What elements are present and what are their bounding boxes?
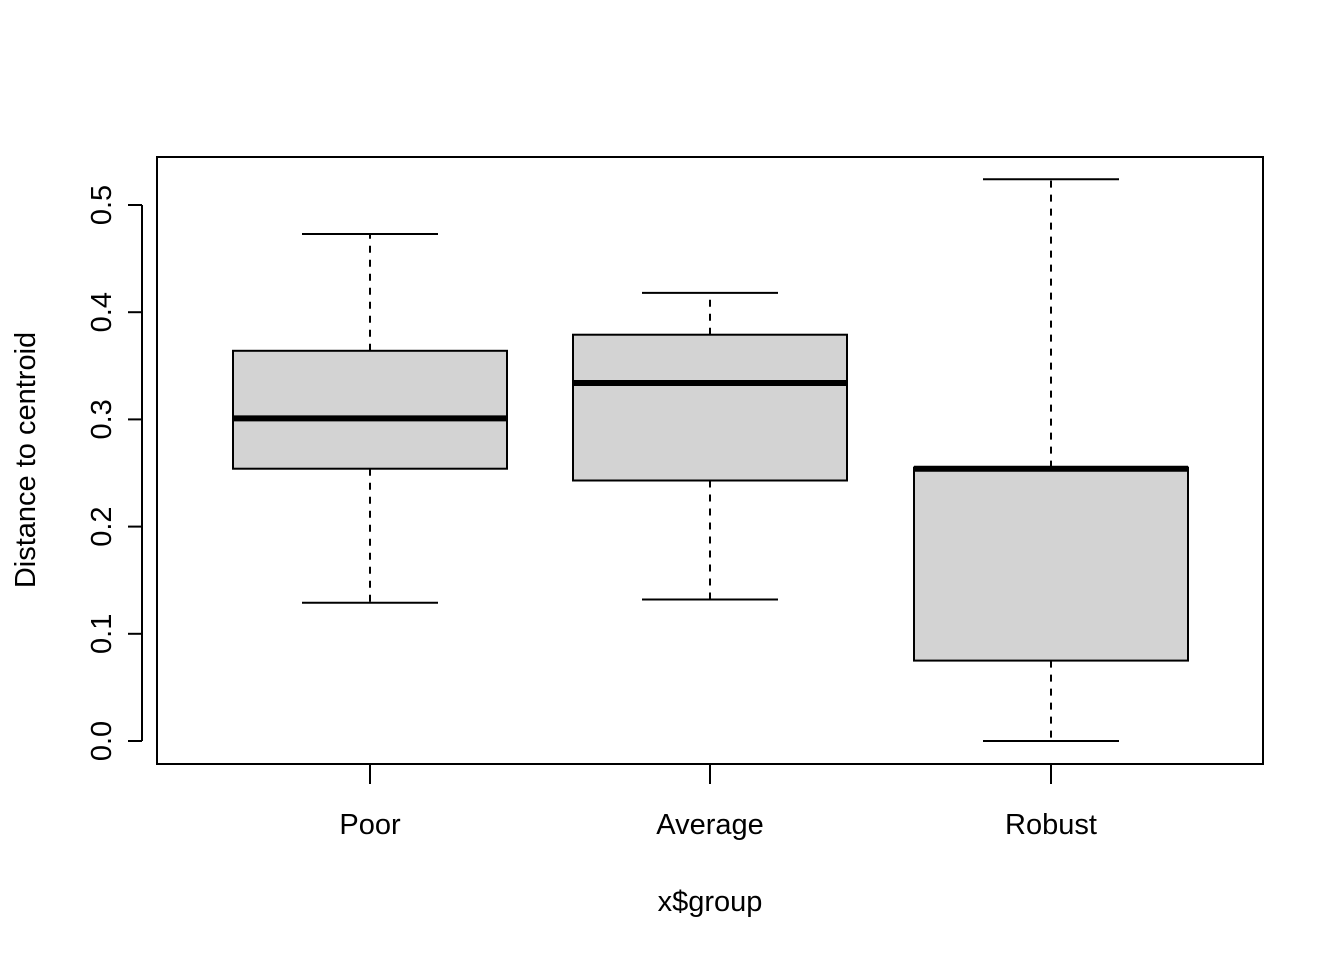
y-axis: 0.0 0.1 0.2 0.3 0.4 0.5 bbox=[86, 185, 143, 761]
y-axis-label: Distance to centroid bbox=[10, 332, 42, 588]
plot-marks bbox=[232, 178, 1189, 742]
box-robust bbox=[913, 178, 1189, 742]
box-average bbox=[572, 291, 848, 601]
x-axis-label: x$group bbox=[658, 886, 763, 918]
x-tick-label-robust: Robust bbox=[1005, 809, 1097, 841]
y-tick-label-0: 0.0 bbox=[86, 721, 118, 761]
y-tick-label-1: 0.1 bbox=[86, 614, 118, 654]
y-tick-label-2: 0.2 bbox=[86, 506, 118, 546]
box-poor bbox=[232, 232, 508, 604]
y-tick-label-4: 0.4 bbox=[86, 292, 118, 332]
x-tick-label-average: Average bbox=[656, 809, 764, 841]
y-tick-label-5: 0.5 bbox=[86, 185, 118, 225]
iqr-box-poor bbox=[232, 349, 508, 470]
y-tick-label-3: 0.3 bbox=[86, 399, 118, 439]
x-tick-label-poor: Poor bbox=[339, 809, 401, 841]
x-axis: Poor Average Robust bbox=[339, 764, 1097, 841]
iqr-box-robust bbox=[913, 466, 1189, 662]
iqr-box-average bbox=[572, 333, 848, 482]
